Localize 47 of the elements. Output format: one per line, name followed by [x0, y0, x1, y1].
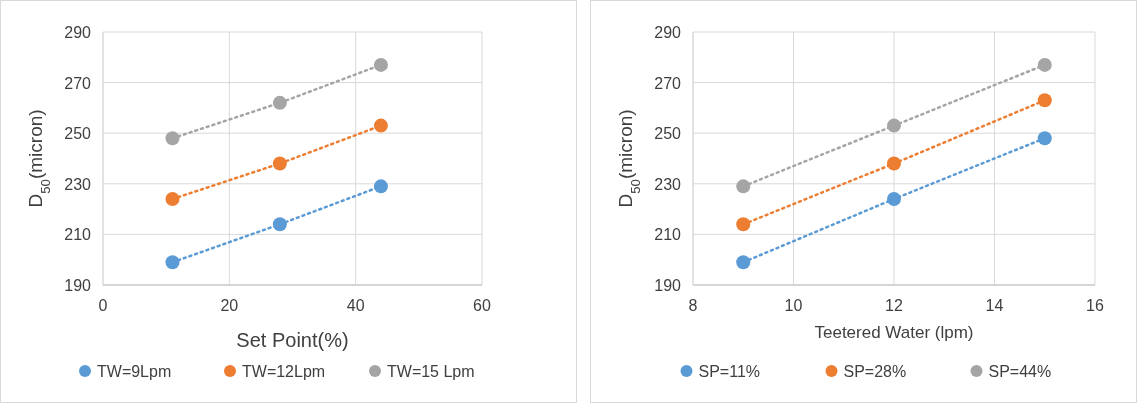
y-tick-label: 210: [64, 226, 92, 244]
x-tick-label: 12: [885, 297, 903, 314]
x-tick-label: 8: [688, 297, 698, 314]
y-tick-label: 290: [64, 24, 92, 41]
point: [1037, 131, 1052, 146]
point: [736, 217, 751, 232]
y-tick-label: 210: [654, 226, 682, 244]
y-tick-label: 250: [654, 125, 682, 143]
x-tick-label: 20: [220, 297, 239, 314]
point: [736, 179, 751, 194]
y-tick-label: 190: [64, 277, 92, 294]
x-tick-label: 0: [98, 297, 108, 314]
x-axis-title: Teetered Water (lpm): [814, 323, 974, 342]
point: [1037, 93, 1052, 108]
point: [887, 191, 901, 206]
x-tick-label: 40: [346, 297, 365, 314]
point: [165, 131, 180, 146]
x-tick-label: 10: [784, 297, 803, 314]
y-tick-label: 270: [654, 74, 682, 92]
point: [272, 217, 287, 232]
point: [272, 95, 287, 110]
point: [887, 118, 901, 133]
x-axis-title: Set Point(%): [236, 329, 349, 351]
point: [1037, 57, 1052, 72]
x-tick-label: 16: [1086, 297, 1104, 314]
y-tick-label: 250: [64, 125, 92, 143]
y-tick-label: 290: [654, 24, 682, 41]
y-tick-label: 230: [654, 175, 682, 193]
point: [272, 156, 287, 171]
legend-label: SP=44%: [988, 363, 1052, 380]
point: [887, 156, 901, 171]
x-tick-label: 60: [473, 297, 491, 314]
point: [373, 179, 388, 194]
legend-label: SP=28%: [843, 363, 907, 380]
point: [736, 255, 751, 270]
legend-label: TW=12Lpm: [242, 363, 326, 380]
point: [373, 57, 388, 72]
legend-label: TW=9Lpm: [97, 363, 172, 380]
point: [165, 191, 180, 206]
x-tick-label: 14: [985, 297, 1004, 314]
legend-label: SP=11%: [698, 363, 761, 380]
legend-label: TW=15 Lpm: [387, 363, 475, 380]
y-tick-label: 270: [64, 74, 92, 92]
y-tick-label: 190: [654, 277, 682, 294]
y-tick-label: 230: [64, 175, 92, 193]
point: [373, 118, 388, 133]
point: [165, 255, 180, 270]
